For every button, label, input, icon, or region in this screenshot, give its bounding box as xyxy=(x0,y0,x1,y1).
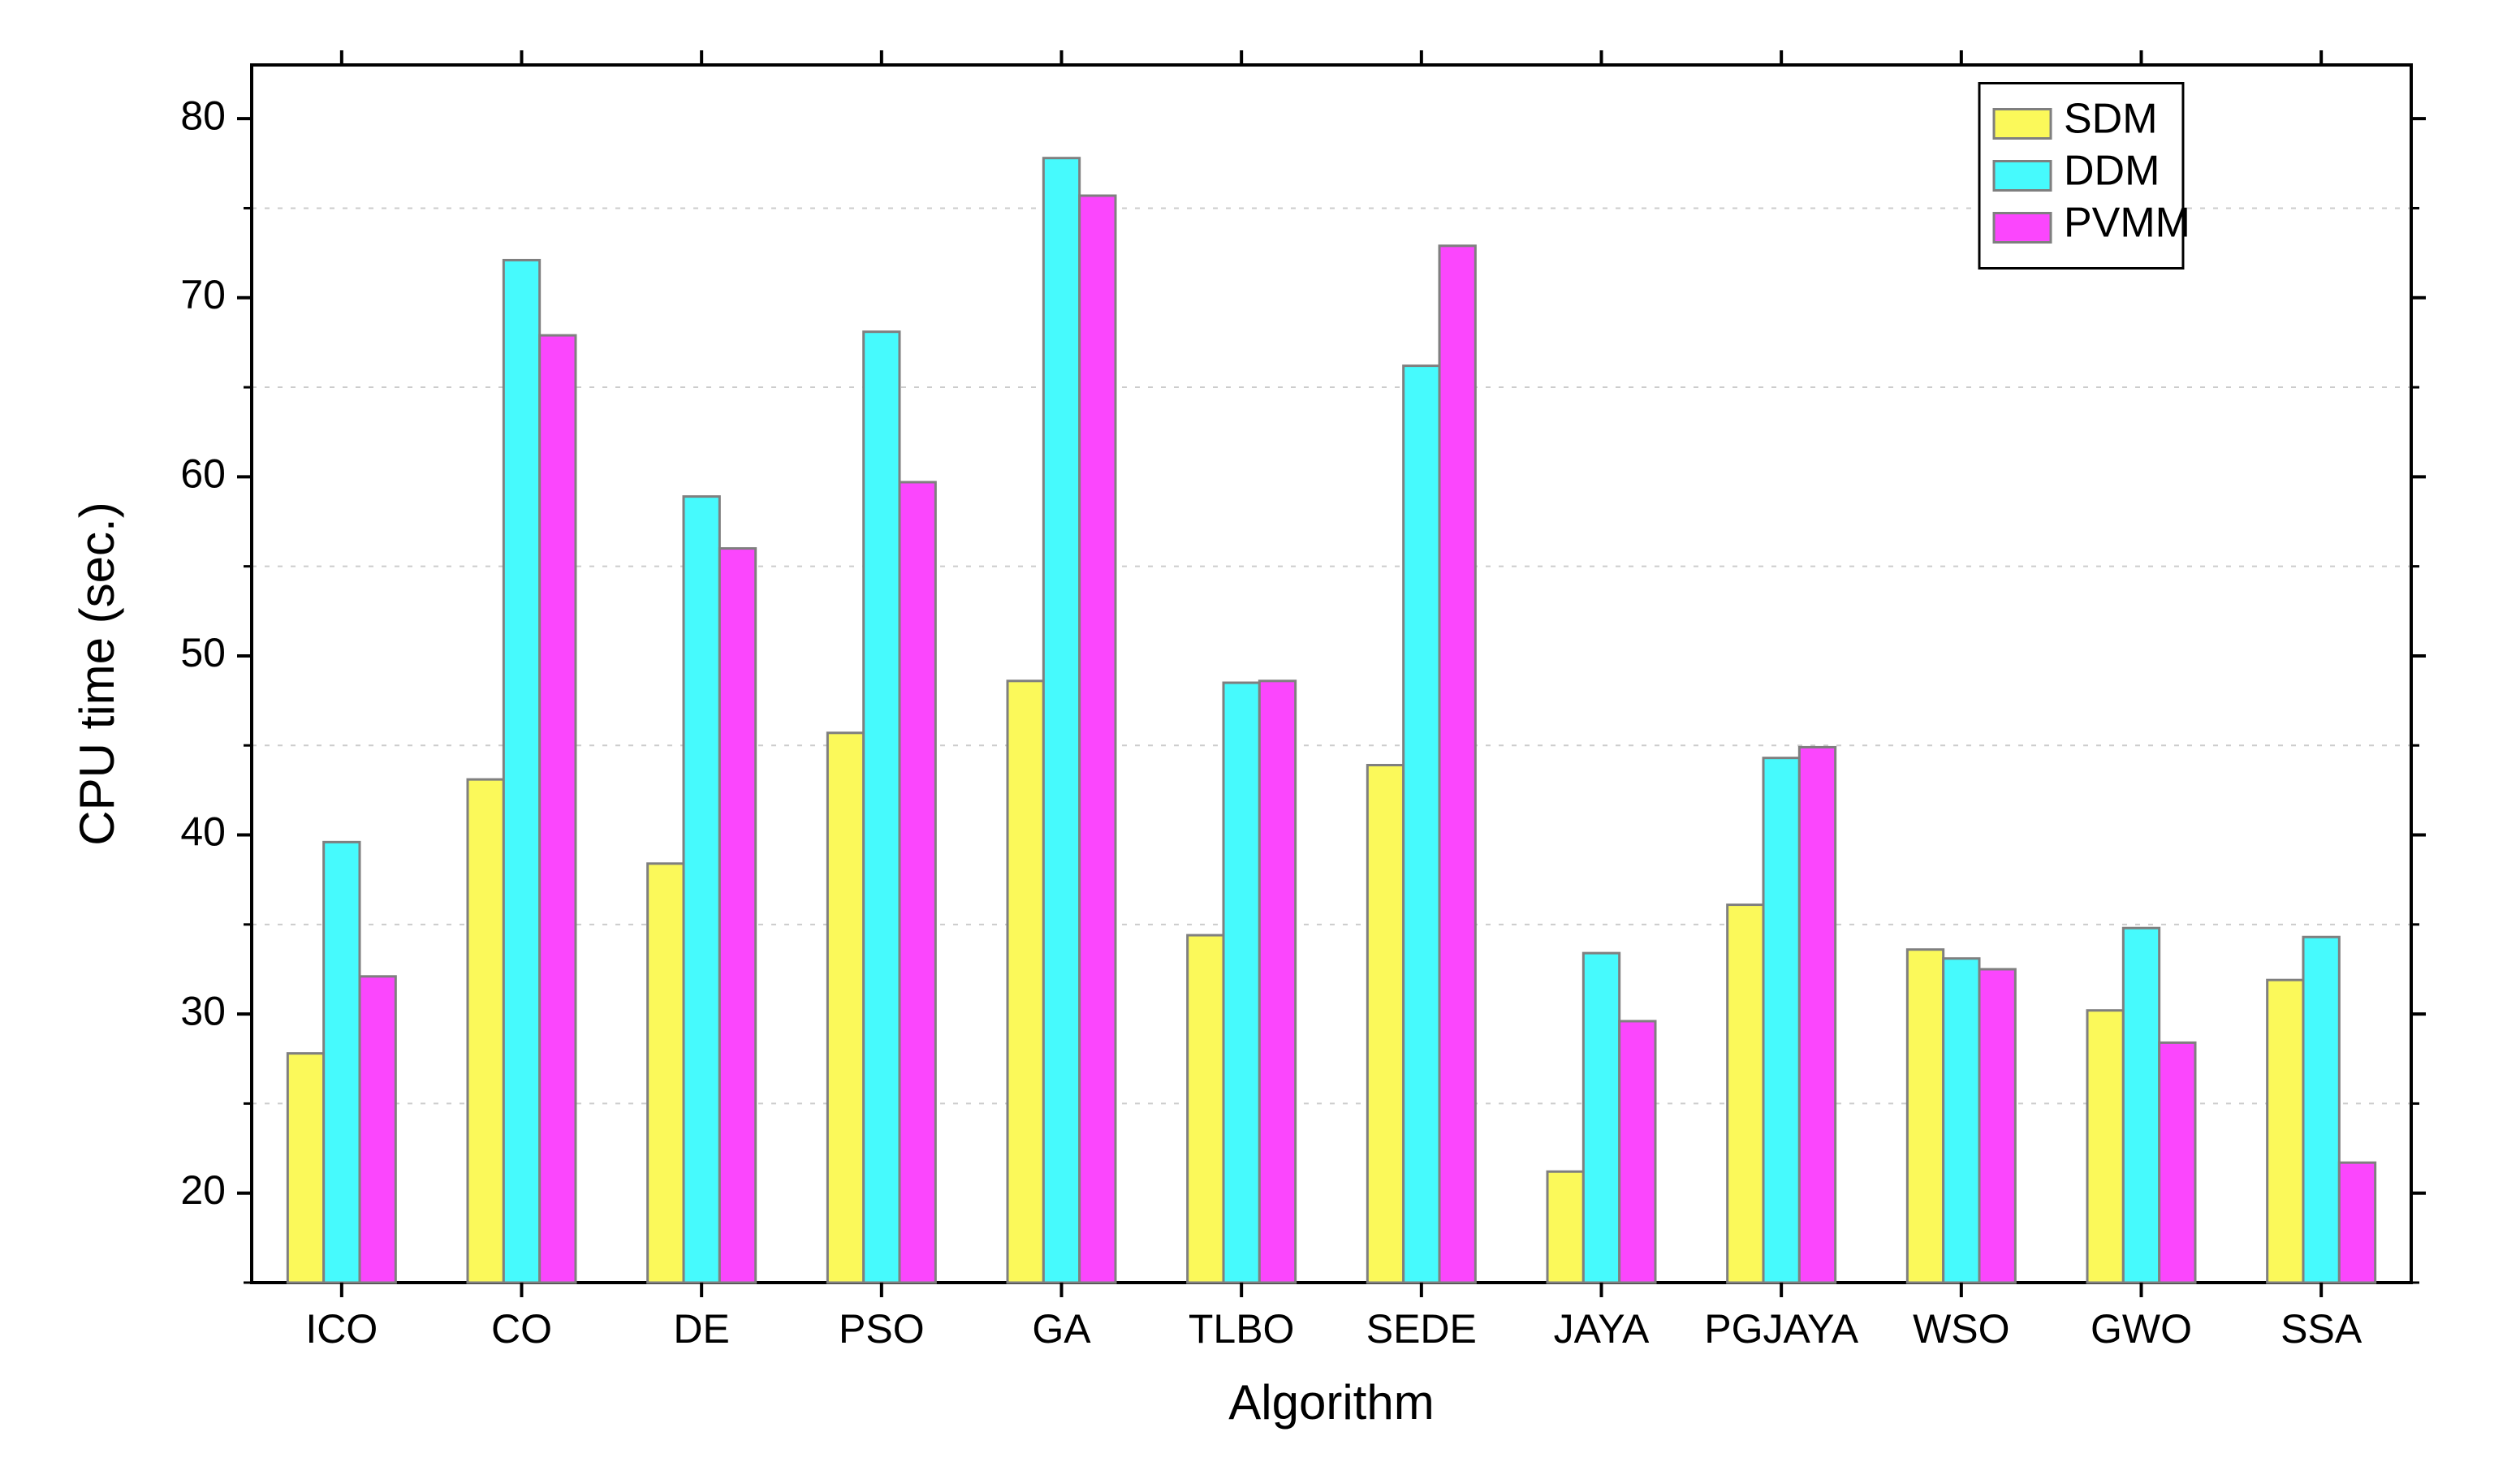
bar-sdm xyxy=(827,733,863,1283)
bar-ddm xyxy=(1223,683,1259,1283)
bar-sdm xyxy=(1367,766,1403,1283)
legend-swatch xyxy=(1994,162,2051,191)
bar-pvmm xyxy=(1259,681,1295,1283)
x-tick-label: ICO xyxy=(305,1306,378,1352)
x-tick-label: PSO xyxy=(839,1306,925,1352)
bar-ddm xyxy=(684,497,719,1283)
bar-pvmm xyxy=(1439,246,1475,1283)
legend-swatch xyxy=(1994,213,2051,243)
legend-label: SDM xyxy=(2064,95,2158,142)
legend-swatch xyxy=(1994,110,2051,139)
bar-ddm xyxy=(503,260,539,1283)
x-tick-label: SSA xyxy=(2281,1306,2362,1352)
bar-pvmm xyxy=(2160,1042,2195,1283)
y-tick-label: 70 xyxy=(180,272,226,317)
y-tick-label: 20 xyxy=(180,1167,226,1213)
bar-ddm xyxy=(1944,959,1979,1283)
bar-sdm xyxy=(1188,935,1223,1283)
bar-ddm xyxy=(1404,366,1439,1283)
x-tick-label: GA xyxy=(1032,1306,1091,1352)
y-tick-label: 30 xyxy=(180,988,226,1033)
bar-pvmm xyxy=(1080,196,1115,1283)
bar-sdm xyxy=(2268,980,2303,1283)
bar-pvmm xyxy=(1620,1021,1655,1283)
y-axis-label: CPU time (sec.) xyxy=(70,502,124,845)
legend-label: DDM xyxy=(2064,147,2160,194)
bar-ddm xyxy=(864,332,900,1283)
x-tick-label: DE xyxy=(673,1306,729,1352)
y-tick-label: 40 xyxy=(180,809,226,855)
bar-pvmm xyxy=(900,482,935,1283)
bar-sdm xyxy=(1547,1171,1583,1283)
x-tick-label: PGJAYA xyxy=(1704,1306,1859,1352)
y-tick-label: 80 xyxy=(180,93,226,138)
bar-sdm xyxy=(287,1054,323,1283)
bar-pvmm xyxy=(360,977,395,1283)
y-tick-label: 50 xyxy=(180,630,226,675)
x-tick-label: CO xyxy=(491,1306,552,1352)
x-tick-label: TLBO xyxy=(1189,1306,1295,1352)
bar-pvmm xyxy=(1979,969,2015,1283)
chart-svg: 20 30 40 50 60 70 80 ICO CO DE PSO GA TLBO SEDE JAYA PG… xyxy=(0,0,2520,1475)
x-tick-label: GWO xyxy=(2091,1306,2192,1352)
bar-ddm xyxy=(2123,928,2159,1283)
legend-label: PVMM xyxy=(2064,199,2190,246)
bar-sdm xyxy=(2087,1011,2123,1283)
y-tick-label: 60 xyxy=(180,451,226,497)
bar-ddm xyxy=(1763,758,1799,1283)
bar-pvmm xyxy=(719,549,755,1283)
bar-pvmm xyxy=(1799,747,1835,1283)
bar-pvmm xyxy=(2339,1162,2375,1283)
bar-ddm xyxy=(1043,158,1079,1283)
bar-sdm xyxy=(648,864,684,1283)
cpu-time-bar-chart: 20 30 40 50 60 70 80 ICO CO DE PSO GA TLBO SEDE JAYA PG… xyxy=(0,0,2520,1475)
bar-ddm xyxy=(324,842,360,1283)
bar-ddm xyxy=(1583,953,1619,1283)
x-axis-label: Algorithm xyxy=(1228,1375,1434,1430)
bar-sdm xyxy=(1907,950,1943,1283)
bar-pvmm xyxy=(540,335,576,1283)
bar-sdm xyxy=(468,779,503,1283)
x-tick-label: WSO xyxy=(1913,1306,2009,1352)
bar-sdm xyxy=(1008,681,1043,1283)
bar-ddm xyxy=(2303,937,2339,1283)
x-tick-label: JAYA xyxy=(1554,1306,1650,1352)
bar-sdm xyxy=(1728,905,1763,1283)
x-tick-label: SEDE xyxy=(1366,1306,1477,1352)
